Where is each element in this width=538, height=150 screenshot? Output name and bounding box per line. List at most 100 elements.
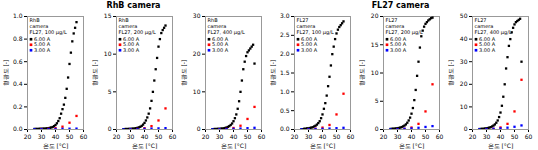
svg-text:10: 10 [104, 50, 112, 57]
svg-text:3.00 A: 3.00 A [301, 47, 318, 53]
svg-text:0.4: 0.4 [13, 80, 23, 87]
svg-text:형광도 [-]: 형광도 [-] [91, 60, 98, 87]
svg-text:60: 60 [347, 133, 355, 140]
svg-text:3.00 A: 3.00 A [212, 47, 229, 53]
svg-text:5: 5 [108, 88, 112, 95]
svg-text:30: 30 [127, 133, 135, 140]
svg-text:3.00 A: 3.00 A [390, 47, 407, 53]
svg-text:6.00 A: 6.00 A [34, 35, 51, 42]
svg-text:60: 60 [258, 133, 266, 140]
svg-text:60: 60 [436, 133, 444, 140]
svg-text:20: 20 [193, 50, 201, 57]
svg-text:40: 40 [319, 133, 327, 140]
svg-text:온도 [°C]: 온도 [°C] [132, 142, 158, 149]
svg-text:3.00 A: 3.00 A [123, 47, 140, 53]
svg-text:0: 0 [375, 125, 379, 132]
svg-text:20: 20 [460, 80, 468, 87]
svg-text:온도 [°C]: 온도 [°C] [221, 142, 247, 149]
svg-text:6.00 A: 6.00 A [479, 35, 496, 42]
svg-text:40: 40 [460, 35, 468, 42]
svg-text:3.00 A: 3.00 A [34, 47, 51, 53]
svg-text:50: 50 [66, 133, 74, 140]
svg-text:40: 40 [230, 133, 238, 140]
svg-text:40: 40 [141, 133, 149, 140]
svg-text:3.00 A: 3.00 A [479, 47, 496, 53]
svg-text:20: 20 [202, 133, 210, 140]
svg-text:RhBcamera: RhBcamera [30, 17, 49, 29]
svg-text:형광도 [-]: 형광도 [-] [358, 60, 365, 87]
svg-text:1.5: 1.5 [280, 69, 290, 76]
svg-text:2.0: 2.0 [280, 50, 290, 57]
svg-text:온도 [°C]: 온도 [°C] [488, 142, 514, 149]
svg-text:10: 10 [371, 69, 379, 76]
svg-text:30: 30 [305, 133, 313, 140]
svg-text:50: 50 [244, 133, 252, 140]
svg-text:1.0: 1.0 [13, 12, 23, 19]
svg-text:0.2: 0.2 [13, 103, 23, 110]
svg-text:FL27camera: FL27camera [297, 17, 316, 29]
svg-text:60: 60 [169, 133, 177, 140]
svg-text:5: 5 [375, 97, 379, 104]
svg-text:0.0: 0.0 [13, 125, 23, 132]
svg-text:20: 20 [291, 133, 299, 140]
svg-text:5.00 A: 5.00 A [390, 41, 407, 48]
svg-text:온도 [°C]: 온도 [°C] [399, 142, 425, 149]
svg-text:20: 20 [469, 133, 477, 140]
svg-text:50: 50 [422, 133, 430, 140]
svg-text:50: 50 [333, 133, 341, 140]
svg-text:50: 50 [511, 133, 519, 140]
svg-text:40: 40 [497, 133, 505, 140]
svg-text:30: 30 [38, 133, 46, 140]
svg-text:20: 20 [371, 12, 379, 19]
svg-text:6.00 A: 6.00 A [301, 35, 318, 42]
svg-text:1.0: 1.0 [280, 88, 290, 95]
svg-text:형광도 [-]: 형광도 [-] [269, 60, 276, 87]
svg-text:온도 [°C]: 온도 [°C] [43, 142, 69, 149]
svg-text:30: 30 [193, 12, 201, 19]
svg-text:20: 20 [380, 133, 388, 140]
svg-text:30: 30 [483, 133, 491, 140]
svg-text:60: 60 [80, 133, 88, 140]
svg-text:온도 [°C]: 온도 [°C] [310, 142, 336, 149]
svg-text:0: 0 [108, 125, 112, 132]
svg-text:2.5: 2.5 [280, 31, 290, 38]
html-text:RhB camera: RhB camera [106, 1, 161, 10]
svg-text:20: 20 [113, 133, 121, 140]
svg-text:RhBcamera: RhBcamera [208, 17, 227, 29]
svg-text:0.0: 0.0 [280, 125, 290, 132]
svg-text:10: 10 [193, 88, 201, 95]
svg-text:6.00 A: 6.00 A [123, 35, 140, 42]
svg-text:30: 30 [460, 58, 468, 65]
svg-text:5.00 A: 5.00 A [301, 41, 318, 48]
svg-text:FL27camera: FL27camera [386, 17, 405, 29]
svg-text:형광도 [-]: 형광도 [-] [2, 60, 9, 87]
svg-text:15: 15 [371, 41, 379, 48]
svg-text:0: 0 [197, 125, 201, 132]
svg-text:30: 30 [216, 133, 224, 140]
svg-text:0.8: 0.8 [13, 35, 23, 42]
svg-text:5.00 A: 5.00 A [212, 41, 229, 48]
svg-text:5.00 A: 5.00 A [34, 41, 51, 48]
svg-text:3.0: 3.0 [280, 12, 290, 19]
svg-text:30: 30 [394, 133, 402, 140]
svg-text:6.00 A: 6.00 A [212, 35, 229, 42]
svg-text:40: 40 [52, 133, 60, 140]
svg-text:5.00 A: 5.00 A [123, 41, 140, 48]
svg-text:FL27camera: FL27camera [475, 17, 494, 29]
svg-text:50: 50 [460, 12, 468, 19]
svg-text:6.00 A: 6.00 A [390, 35, 407, 42]
svg-text:10: 10 [460, 103, 468, 110]
svg-text:15: 15 [104, 12, 112, 19]
svg-text:20: 20 [24, 133, 32, 140]
svg-text:0.6: 0.6 [13, 58, 23, 65]
svg-text:60: 60 [525, 133, 533, 140]
svg-text:형광도 [-]: 형광도 [-] [180, 60, 187, 87]
svg-text:5.00 A: 5.00 A [479, 41, 496, 48]
svg-text:40: 40 [408, 133, 416, 140]
svg-text:0.5: 0.5 [280, 107, 290, 114]
svg-text:형광도 [-]: 형광도 [-] [447, 60, 454, 87]
svg-text:0: 0 [464, 125, 468, 132]
html-text:FL27 camera: FL27 camera [371, 1, 430, 10]
svg-text:RhBcamera: RhBcamera [119, 17, 138, 29]
svg-text:50: 50 [155, 133, 163, 140]
